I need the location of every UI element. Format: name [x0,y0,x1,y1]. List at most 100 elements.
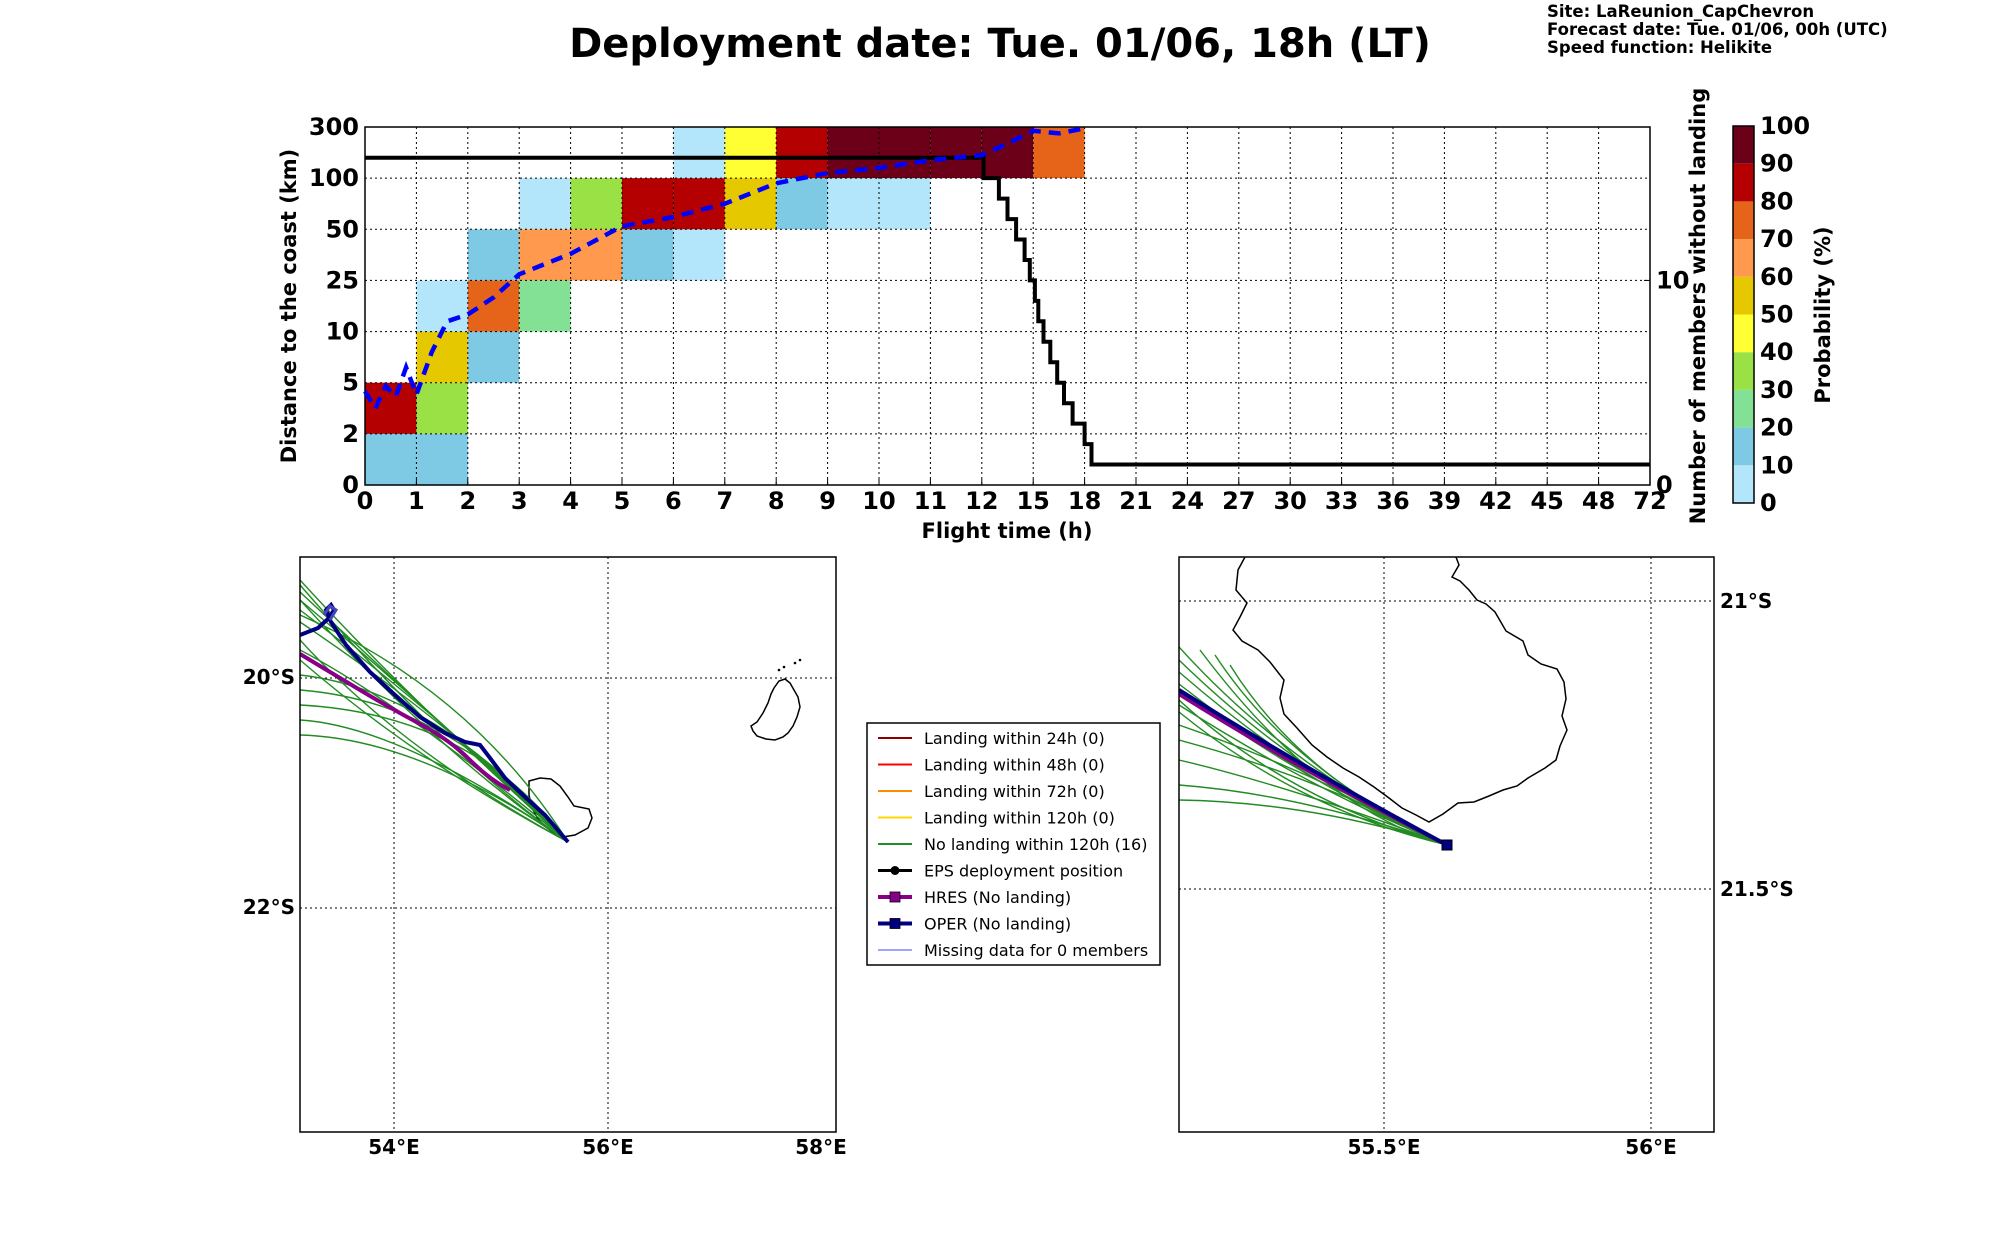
legend-marker-square [889,918,901,929]
lat-tick-21S: 21°S [1720,589,1772,613]
colorbar-tick-label: 60 [1760,263,1793,291]
y-tick-label: 10 [326,318,359,346]
heatmap-cell [519,178,571,230]
x-tick-label: 11 [914,487,947,515]
heatmap-cell [467,229,520,281]
colorbar-tick-label: 40 [1760,338,1793,366]
colorbar-cell [1733,276,1754,315]
colorbar-cell [1733,352,1754,390]
legend-label: HRES (No landing) [924,888,1071,907]
heatmap-cell [724,127,777,179]
y2-tick-label: 10 [1656,266,1689,294]
colorbar-tick-label: 10 [1760,451,1793,479]
x-tick-label: 3 [511,487,528,515]
y-tick-label: 25 [326,266,359,294]
reunion-coastline-zoom [1232,557,1568,823]
deployment-marker-zoom [1441,839,1453,851]
lon-tick-55-5: 55.5°E [1347,1135,1420,1159]
figure-title: Deployment date: Tue. 01/06, 18h (LT) [569,21,1431,67]
ensemble-member-track [300,734,569,843]
legend-items: Landing within 24h (0) Landing within 48h… [878,729,1148,960]
x-tick-label: 39 [1428,487,1461,515]
islet-mark [793,661,797,665]
x-tick-label: 45 [1530,487,1563,515]
heatmap-cell [930,127,982,179]
colorbar-cell [1733,126,1754,164]
x-tick-label: 30 [1273,487,1306,515]
ensemble-member-track [300,659,569,843]
colorbar: 0 10 20 30 40 50 60 70 80 90 100 Probability (%) [1732,112,1835,517]
x-tick-label: 10 [862,487,895,515]
x-tick-label: 36 [1376,487,1409,515]
legend-label: Missing data for 0 members [924,941,1148,960]
heatmap-panel: 0 1 2 3 4 5 6 7 8 9 10 11 12 15 18 21 24 27 30 33 36 39 42 45 48… [277,88,1710,543]
y2-axis-label: Number of members without landing [1686,88,1710,525]
heatmap-cell [570,229,622,281]
x-axis-label: Flight time (h) [922,519,1093,543]
x-tick-label: 12 [965,487,998,515]
x-tick-label: 8 [768,487,785,515]
x-tick-label: 33 [1325,487,1358,515]
ensemble-member-track [300,614,569,843]
heatmap-gridlines [365,127,1650,485]
colorbar-tick-label: 20 [1760,414,1793,442]
heatmap-x-ticks: 0 1 2 3 4 5 6 7 8 9 10 11 12 15 18 21 24 27 30 33 36 39 42 45 48… [357,479,1667,515]
colorbar-cells [1733,126,1754,503]
ensemble-tracks [300,579,569,843]
heatmap-cell [673,178,725,230]
legend-marker-dot [890,866,900,875]
x-tick-label: 4 [562,487,579,515]
ensemble-member-track [1214,654,1448,846]
colorbar-ticks: 0 10 20 30 40 50 60 70 80 90 100 [1760,112,1810,517]
legend-label: EPS deployment position [924,862,1123,881]
y-tick-label: 100 [309,164,359,192]
legend-label: Landing within 48h (0) [924,756,1105,775]
x-tick-label: 72 [1633,487,1666,515]
ensemble-member-track [1179,799,1448,846]
x-tick-label: 7 [716,487,733,515]
regional-map-gridlines [300,557,836,1132]
y-tick-label: 0 [342,471,359,499]
colorbar-label: Probability (%) [1811,226,1835,403]
members-without-landing-line [365,155,1650,467]
colorbar-tick-label: 0 [1760,489,1777,517]
x-tick-label: 27 [1222,487,1255,515]
heatmap-cell [570,178,622,230]
heatmap-cell [622,229,674,281]
heatmap-cell [776,127,828,179]
x-tick-label: 2 [459,487,476,515]
y-tick-label: 300 [309,113,359,141]
x-tick-label: 21 [1119,487,1152,515]
x-tick-label: 1 [408,487,425,515]
heatmap-cell [416,331,468,383]
heatmap-cell [673,127,725,179]
heatmap-cell [981,127,1034,179]
y-axis-label: Distance to the coast (km) [277,149,301,464]
oper-track-zoom [1179,688,1448,847]
heatmap-cell [879,178,931,230]
y-tick-label: 5 [342,369,359,397]
colorbar-frame [1732,125,1755,504]
mean-distance-line [363,126,1086,414]
x-tick-label: 18 [1068,487,1101,515]
x-tick-label: 5 [614,487,631,515]
heatmap-cell [776,178,828,230]
heatmap-cell [879,127,931,179]
heatmap-cell [416,280,468,332]
x-tick-label: 42 [1479,487,1512,515]
legend-label: Landing within 24h (0) [924,729,1105,748]
y-tick-label: 50 [326,215,359,243]
heatmap-cell [416,382,468,434]
ensemble-member-track [1179,739,1448,846]
ensemble-member-track [300,609,569,843]
legend-marker-square [889,891,901,903]
lon-tick-54: 54°E [368,1135,420,1159]
speed-function-label: Speed function: Helikite [1547,38,1772,57]
heatmap-cell [519,280,571,332]
legend-label: OPER (No landing) [924,915,1071,934]
colorbar-cell [1733,163,1754,202]
colorbar-cell [1733,465,1754,503]
ensemble-member-track [1179,704,1448,846]
